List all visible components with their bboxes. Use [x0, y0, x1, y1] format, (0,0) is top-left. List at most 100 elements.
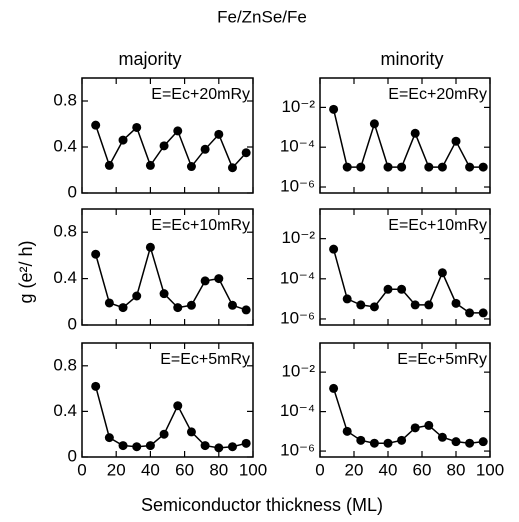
y-tick-label: 0.8 [53, 90, 77, 109]
y-tick-label: 10⁻⁶ [280, 176, 315, 195]
y-tick-label: 10⁻² [281, 228, 315, 247]
data-line [94, 244, 247, 311]
x-tick-label: 60 [413, 460, 432, 479]
y-tick-label: 10⁻² [281, 97, 315, 116]
y-tick-label: 0.8 [53, 222, 77, 241]
data-point [329, 244, 339, 254]
data-point [241, 148, 251, 158]
data-point [118, 441, 128, 451]
data-point [241, 305, 251, 315]
x-tick-label: 20 [107, 460, 126, 479]
x-tick-label: 40 [379, 460, 398, 479]
x-tick-label: 20 [345, 460, 364, 479]
data-line [332, 109, 484, 168]
data-point [227, 163, 237, 173]
data-point [173, 401, 183, 411]
annotation: E=Ec+5mRy [397, 351, 487, 368]
annotation: E=Ec+20mRy [151, 86, 250, 103]
data-point [186, 427, 196, 437]
data-point [186, 162, 196, 172]
data-point [410, 300, 420, 310]
data-point [465, 162, 475, 172]
data-point [145, 441, 155, 451]
data-point [437, 432, 447, 442]
x-tick-label: 100 [239, 460, 267, 479]
data-point [451, 298, 461, 308]
data-point [200, 441, 210, 451]
data-point [104, 433, 114, 443]
data-point [383, 162, 393, 172]
x-tick-label: 80 [209, 460, 228, 479]
panel-frame [319, 77, 491, 194]
y-tick-label: 0.4 [53, 136, 77, 155]
data-point [329, 104, 339, 114]
y-tick-label: 10⁻² [281, 362, 315, 381]
data-point [410, 128, 420, 138]
y-tick-label: 10⁻⁴ [280, 401, 315, 420]
annotation: E=Ec+5mRy [160, 351, 250, 368]
data-point [369, 302, 379, 312]
panel-frame [319, 208, 491, 326]
data-point [186, 300, 196, 310]
y-axis-label: g (e²/ h) [16, 240, 36, 303]
data-point [451, 437, 461, 447]
data-point [383, 284, 393, 294]
x-tick-label: 60 [175, 460, 194, 479]
data-point [200, 276, 210, 286]
data-point [342, 162, 352, 172]
y-tick-label: 10⁻⁶ [280, 308, 315, 327]
data-point [173, 303, 183, 313]
column-label: majority [118, 49, 181, 69]
data-point [118, 303, 128, 313]
data-point [478, 162, 488, 172]
y-tick-label: 10⁻⁴ [280, 268, 315, 287]
panel-frame [81, 342, 254, 458]
panel-frame [319, 342, 491, 458]
data-point [465, 438, 475, 448]
data-line [332, 248, 484, 314]
y-tick-label: 0.4 [53, 268, 77, 287]
data-point [397, 284, 407, 294]
data-point [356, 162, 366, 172]
data-point [145, 242, 155, 252]
data-point [159, 289, 169, 299]
data-point [104, 160, 114, 170]
x-tick-label: 0 [77, 460, 86, 479]
data-point [369, 438, 379, 448]
x-tick-label: 40 [141, 460, 160, 479]
data-line [332, 388, 484, 444]
data-point [342, 294, 352, 304]
data-point [118, 135, 128, 145]
figure-title: Fe/ZnSe/Fe [217, 7, 307, 26]
data-point [356, 435, 366, 445]
data-point [478, 437, 488, 447]
column-label: minority [380, 49, 443, 69]
data-point [214, 274, 224, 284]
data-point [397, 162, 407, 172]
data-point [227, 300, 237, 310]
data-point [132, 442, 142, 452]
data-point [104, 298, 114, 308]
data-point [91, 249, 101, 259]
data-point [342, 426, 352, 436]
x-tick-label: 80 [447, 460, 466, 479]
data-point [227, 442, 237, 452]
annotation: E=Ec+10mRy [151, 217, 250, 234]
x-tick-label: 100 [476, 460, 504, 479]
data-point [329, 383, 339, 393]
y-tick-label: 10⁻⁶ [280, 441, 315, 460]
data-point [451, 136, 461, 146]
data-point [478, 308, 488, 318]
data-point [132, 122, 142, 132]
panel-frame [81, 77, 254, 194]
data-point [424, 300, 434, 310]
data-point [91, 120, 101, 130]
data-point [214, 443, 224, 453]
y-tick-label: 0.8 [53, 355, 77, 374]
annotation: E=Ec+20mRy [388, 86, 487, 103]
data-point [91, 381, 101, 391]
x-axis-label: Semiconductor thickness (ML) [141, 495, 383, 515]
data-point [159, 141, 169, 151]
data-point [397, 435, 407, 445]
